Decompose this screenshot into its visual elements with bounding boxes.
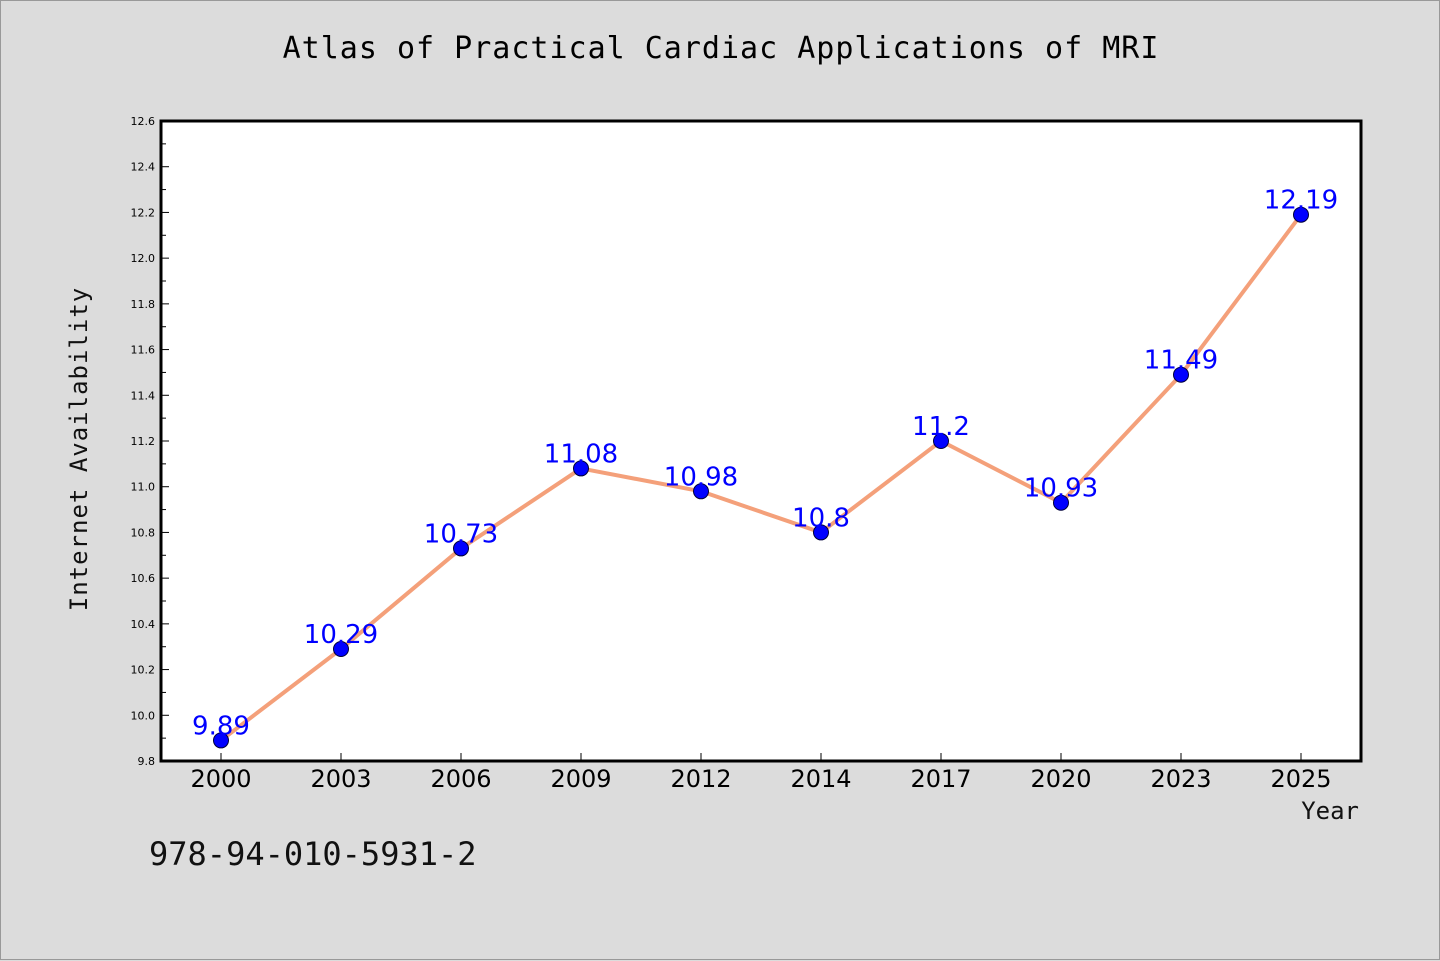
y-tick-label: 10.6 bbox=[131, 572, 156, 585]
x-tick-label: 2012 bbox=[670, 765, 731, 793]
data-label: 10.8 bbox=[792, 503, 850, 533]
chart-title: Atlas of Practical Cardiac Applications … bbox=[282, 31, 1160, 66]
data-label: 11.49 bbox=[1144, 346, 1218, 376]
plot-background bbox=[161, 121, 1361, 761]
y-tick-label: 12.0 bbox=[131, 252, 156, 265]
y-tick-label: 9.8 bbox=[138, 755, 156, 768]
y-tick-label: 10.2 bbox=[131, 664, 156, 677]
data-point[interactable] bbox=[693, 483, 709, 500]
y-tick-label: 11.4 bbox=[131, 389, 156, 402]
data-label: 11.2 bbox=[912, 412, 970, 442]
y-tick-label: 11.2 bbox=[131, 435, 156, 448]
data-point[interactable] bbox=[1053, 494, 1069, 511]
data-point[interactable] bbox=[453, 540, 469, 557]
x-tick-label: 2009 bbox=[550, 765, 611, 793]
data-label: 10.98 bbox=[664, 462, 738, 492]
y-tick-label: 12.6 bbox=[131, 115, 156, 128]
data-label: 11.08 bbox=[544, 439, 618, 469]
x-tick-label: 2006 bbox=[430, 765, 491, 793]
x-tick-label: 2020 bbox=[1030, 765, 1091, 793]
data-label: 12.19 bbox=[1264, 186, 1338, 216]
y-tick-label: 11.0 bbox=[131, 481, 156, 494]
data-point[interactable] bbox=[573, 460, 589, 477]
data-label: 9.89 bbox=[192, 711, 250, 741]
y-tick-label: 10.0 bbox=[131, 709, 156, 722]
x-tick-label: 2025 bbox=[1270, 765, 1331, 793]
plot-frame bbox=[159, 119, 1363, 763]
x-tick-label: 2023 bbox=[1150, 765, 1211, 793]
data-point[interactable] bbox=[1173, 366, 1189, 383]
data-point[interactable] bbox=[333, 641, 349, 657]
x-tick-label: 2017 bbox=[910, 765, 971, 793]
data-point[interactable] bbox=[933, 433, 949, 449]
y-tick-label: 11.8 bbox=[131, 298, 156, 311]
y-tick-label: 10.8 bbox=[131, 526, 156, 539]
data-label: 10.29 bbox=[304, 620, 378, 650]
data-label: 10.93 bbox=[1024, 474, 1098, 504]
y-tick-label: 12.4 bbox=[131, 161, 156, 174]
footer-code: 978-94-010-5931-2 bbox=[149, 835, 477, 873]
data-point[interactable] bbox=[1293, 206, 1309, 223]
data-label: 10.73 bbox=[424, 519, 498, 549]
data-point[interactable] bbox=[813, 524, 829, 541]
x-tick-label: 2014 bbox=[790, 765, 851, 793]
data-point[interactable] bbox=[213, 732, 229, 749]
y-tick-label: 11.6 bbox=[131, 344, 156, 357]
y-tick-label: 12.2 bbox=[131, 206, 156, 219]
y-tick-label: 10.4 bbox=[131, 618, 156, 631]
x-tick-label: 2000 bbox=[190, 765, 251, 793]
x-axis-label: Year bbox=[1301, 797, 1359, 825]
x-tick-label: 2003 bbox=[310, 765, 371, 793]
series-line bbox=[219, 213, 1303, 743]
